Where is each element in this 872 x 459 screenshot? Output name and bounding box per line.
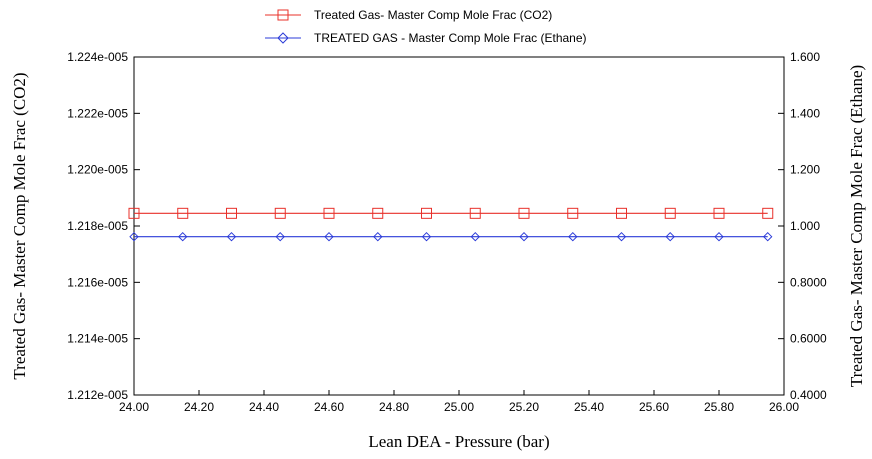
legend-entry-co2: Treated Gas- Master Comp Mole Frac (CO2) [265, 8, 552, 22]
series-layer [128, 207, 774, 242]
y-right-tick-label: 1.400 [790, 106, 820, 120]
plot-area [133, 56, 785, 396]
y-left-tick-label: 1.224e-005 [67, 50, 128, 64]
y-left-tick-label: 1.220e-005 [67, 163, 128, 177]
data-point-ethane [470, 231, 481, 242]
y-left-tick-label: 1.216e-005 [67, 275, 128, 289]
data-point-co2 [323, 207, 335, 219]
data-point-ethane [762, 231, 773, 242]
x-tick-label: 24.20 [184, 400, 214, 414]
y-right-tick-label: 0.8000 [790, 275, 827, 289]
x-tick-label: 25.20 [509, 400, 539, 414]
data-point-co2 [177, 207, 189, 219]
y-left-axis-title: Treated Gas- Master Comp Mole Frac (CO2) [10, 72, 29, 379]
x-tick-label: 24.80 [379, 400, 409, 414]
data-point-co2 [762, 207, 774, 219]
x-tick-label: 25.40 [574, 400, 604, 414]
data-point-ethane [616, 231, 627, 242]
x-tick-label: 24.00 [119, 400, 149, 414]
x-tick-label: 25.60 [639, 400, 669, 414]
y-right-axis-ticks: 0.4000 0.6000 0.8000 1.000 1.200 1.400 1.600 [778, 50, 827, 402]
legend-label-co2: Treated Gas- Master Comp Mole Frac (CO2) [314, 8, 552, 22]
x-axis-title: Lean DEA - Pressure (bar) [368, 432, 549, 451]
y-right-tick-label: 0.6000 [790, 332, 827, 346]
y-right-tick-label: 1.600 [790, 50, 820, 64]
legend-swatch-co2-marker [277, 9, 289, 21]
legend-swatch-ethane-marker [277, 32, 289, 44]
legend-entry-ethane: TREATED GAS - Master Comp Mole Frac (Eth… [265, 31, 587, 45]
data-point-ethane [177, 231, 188, 242]
y-left-axis-ticks: 1.212e-005 1.214e-005 1.216e-005 1.218e-005… [67, 50, 140, 402]
data-point-ethane [665, 231, 675, 242]
x-tick-label: 24.40 [249, 400, 279, 414]
legend: Treated Gas- Master Comp Mole Frac (CO2)… [265, 8, 587, 45]
x-tick-label: 25.80 [704, 400, 734, 414]
y-left-tick-label: 1.222e-005 [67, 106, 128, 120]
y-left-tick-label: 1.214e-005 [67, 332, 128, 346]
data-point-ethane [226, 231, 237, 242]
y-right-tick-label: 1.200 [790, 163, 820, 177]
y-left-tick-label: 1.218e-005 [67, 219, 128, 233]
data-point-co2 [372, 207, 384, 219]
data-point-ethane [129, 231, 139, 242]
legend-label-ethane: TREATED GAS - Master Comp Mole Frac (Eth… [314, 31, 587, 45]
data-point-ethane [421, 231, 432, 242]
data-point-ethane [324, 231, 334, 242]
data-point-co2 [664, 207, 676, 219]
y-right-tick-label: 1.000 [790, 219, 820, 233]
data-point-ethane [373, 231, 383, 242]
y-right-axis-title: Treated Gas- Master Comp Mole Frac (Etha… [847, 65, 866, 387]
data-point-co2 [518, 207, 530, 219]
data-point-ethane [568, 231, 578, 242]
x-tick-label: 25.00 [444, 400, 474, 414]
x-tick-label: 26.00 [769, 400, 799, 414]
data-point-ethane [519, 231, 529, 242]
x-axis-ticks: 24.00 24.20 24.40 24.60 24.80 25.00 25.20 25.40… [119, 390, 799, 414]
data-point-co2 [713, 207, 725, 219]
data-point-co2 [567, 207, 579, 219]
x-tick-label: 24.60 [314, 400, 344, 414]
data-point-co2 [274, 207, 286, 219]
data-point-co2 [469, 207, 481, 219]
y-right-tick-label: 0.4000 [790, 388, 827, 402]
data-point-ethane [714, 231, 724, 242]
y-left-tick-label: 1.212e-005 [67, 388, 128, 402]
data-point-co2 [421, 207, 432, 219]
data-point-ethane [275, 231, 285, 242]
data-point-co2 [226, 207, 237, 219]
data-point-co2 [128, 207, 140, 219]
data-point-co2 [616, 207, 627, 219]
